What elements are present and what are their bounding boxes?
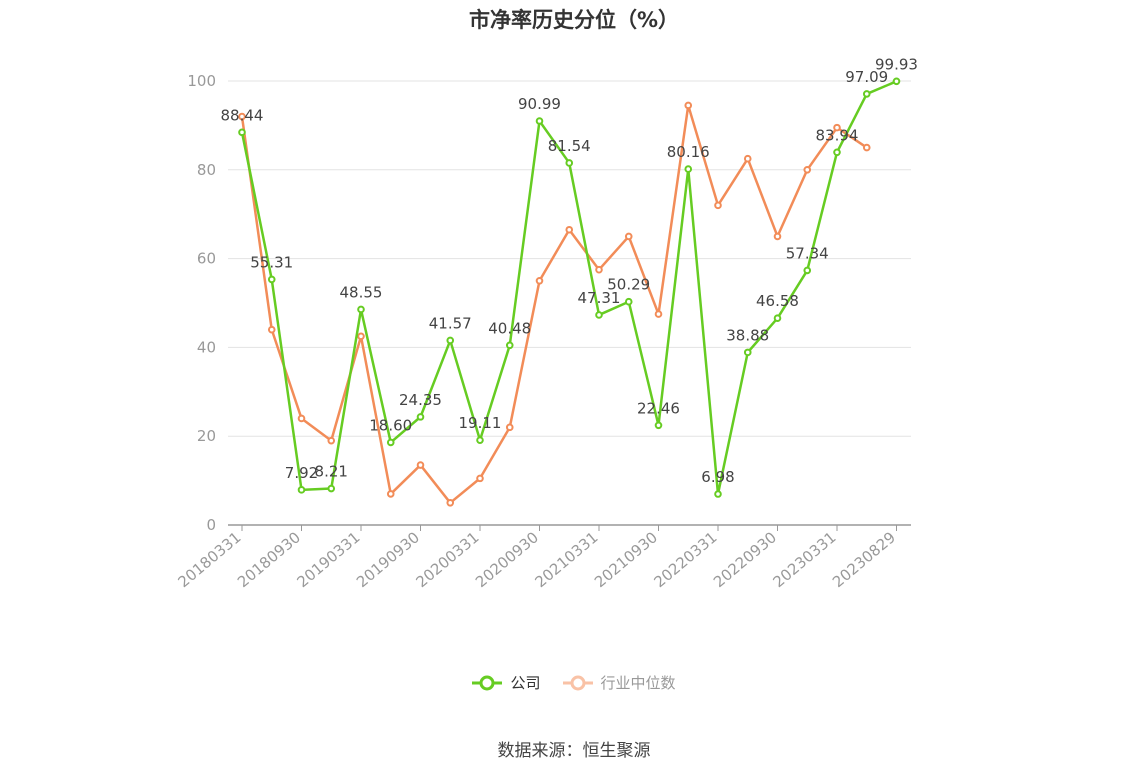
- y-tick-label-40: 40: [197, 338, 216, 356]
- data-label-company-20190630: 18.60: [369, 416, 412, 434]
- data-point-industry-20200930: [535, 277, 544, 285]
- data-point-company-20200930: [535, 117, 544, 125]
- y-tick-label-100: 100: [187, 72, 216, 90]
- data-label-company-20230829: 99.93: [875, 55, 918, 73]
- data-label-company-20230331: 83.94: [816, 126, 859, 144]
- data-point-company-20210630: [624, 297, 633, 306]
- data-point-industry-20180930: [297, 414, 306, 423]
- data-point-company-20201231: [565, 159, 574, 167]
- data-point-industry-20180331: [238, 112, 246, 121]
- data-label-company-20200630: 40.48: [488, 319, 531, 337]
- x-tick-label-20230331: 20230331: [770, 528, 840, 591]
- data-label-company-20210930: 22.46: [637, 399, 680, 417]
- data-point-company-20220331: [714, 490, 722, 498]
- x-tick-label-20180930: 20180930: [234, 528, 304, 591]
- data-point-company-20180630: [267, 275, 276, 284]
- data-point-industry-20230331: [833, 123, 841, 132]
- x-tick-label-20210930: 20210930: [591, 528, 661, 591]
- data-point-company-20210331: [595, 311, 603, 319]
- data-point-company-20230829: [892, 77, 901, 86]
- data-label-company-20230630: 97.09: [845, 68, 888, 86]
- legend-industry-marker: [562, 675, 593, 690]
- data-point-industry-20230630: [862, 143, 871, 152]
- data-point-industry-20191231: [446, 499, 455, 507]
- data-point-company-20210930: [654, 421, 663, 430]
- y-tick-label-20: 20: [197, 427, 216, 445]
- y-tick-label-60: 60: [197, 250, 216, 268]
- data-point-company-20190331: [357, 305, 365, 314]
- series-line-industry: [240, 104, 868, 505]
- data-point-industry-20190331: [357, 332, 365, 341]
- data-label-company-20190331: 48.55: [340, 283, 383, 301]
- data-point-company-20191231: [446, 336, 455, 345]
- data-point-industry-20201231: [565, 225, 574, 234]
- data-point-industry-20180630: [267, 325, 276, 334]
- data-point-industry-20210630: [624, 232, 633, 241]
- data-label-company-20200331: 19.11: [459, 414, 502, 432]
- x-tick-label-20220930: 20220930: [710, 528, 780, 591]
- data-point-company-20200630: [505, 341, 514, 350]
- chart-title: 市净率历史分位（%）: [468, 8, 680, 32]
- data-point-company-20220930: [773, 314, 782, 322]
- data-point-industry-20200630: [505, 423, 514, 432]
- data-label-company-20221231: 57.34: [786, 244, 829, 262]
- data-point-company-20180331: [238, 128, 246, 137]
- legend-company-label: 公司: [510, 674, 541, 692]
- data-point-industry-20181231: [327, 436, 336, 445]
- x-tick-label-20210331: 20210331: [532, 528, 602, 591]
- data-point-industry-20221231: [803, 166, 812, 174]
- data-label-company-20180331: 88.44: [221, 106, 264, 124]
- data-label-company-20190930: 24.35: [399, 391, 442, 409]
- data-point-company-20190930: [416, 413, 425, 421]
- data-label-company-20191231: 41.57: [429, 314, 472, 332]
- x-tick-label-20200930: 20200930: [472, 528, 542, 591]
- data-point-company-20220630: [743, 348, 752, 357]
- x-tick-label-20200331: 20200331: [413, 528, 483, 591]
- data-label-company-20180930: 7.92: [285, 464, 318, 482]
- data-label-company-20201231: 81.54: [548, 137, 591, 155]
- data-point-company-20221231: [803, 266, 812, 275]
- data-point-company-20190630: [386, 438, 395, 447]
- data-point-company-20230331: [833, 148, 841, 157]
- data-point-company-20211231: [684, 165, 693, 173]
- data-point-industry-20210930: [654, 310, 663, 318]
- data-label-company-20200930: 90.99: [518, 95, 561, 113]
- legend: 公司 行业中位数: [0, 672, 1148, 693]
- data-point-industry-20200331: [476, 474, 484, 483]
- data-label-company-20181231: 8.21: [315, 463, 348, 481]
- data-point-company-20181231: [327, 484, 336, 493]
- source-note: 数据来源：恒生聚源: [497, 741, 651, 761]
- legend-item-industry[interactable]: 行业中位数: [562, 672, 676, 693]
- x-tick-label-20190930: 20190930: [353, 528, 423, 591]
- x-tick-label-20230829: 20230829: [829, 528, 899, 591]
- data-point-company-20180930: [297, 486, 306, 494]
- data-point-industry-20210331: [595, 265, 603, 274]
- legend-industry-label: 行业中位数: [600, 674, 676, 692]
- data-point-company-20200331: [476, 436, 484, 444]
- data-label-company-20180630: 55.31: [250, 253, 293, 271]
- data-point-industry-20220630: [743, 154, 752, 163]
- data-point-industry-20190630: [386, 490, 395, 498]
- data-label-company-20210630: 50.29: [607, 276, 650, 294]
- data-label-company-20220331: 6.98: [701, 468, 734, 486]
- x-tick-label-20190331: 20190331: [294, 528, 364, 591]
- x-tick-label-20220331: 20220331: [651, 528, 721, 591]
- data-label-company-20211231: 80.16: [667, 143, 710, 161]
- data-point-industry-20190930: [416, 461, 425, 469]
- data-point-industry-20220930: [773, 232, 782, 241]
- y-tick-label-0: 0: [206, 516, 216, 534]
- x-tick-label-20180331: 20180331: [175, 528, 245, 591]
- data-point-industry-20220331: [714, 201, 722, 210]
- data-label-company-20220930: 46.58: [756, 292, 799, 310]
- legend-item-company[interactable]: 公司: [472, 672, 541, 693]
- y-tick-label-80: 80: [197, 161, 216, 179]
- data-label-company-20220630: 38.88: [726, 326, 769, 344]
- data-point-industry-20211231: [684, 101, 693, 110]
- data-point-company-20230630: [862, 90, 871, 98]
- legend-company-marker: [472, 675, 503, 690]
- data-label-company-20210331: 47.31: [578, 289, 621, 307]
